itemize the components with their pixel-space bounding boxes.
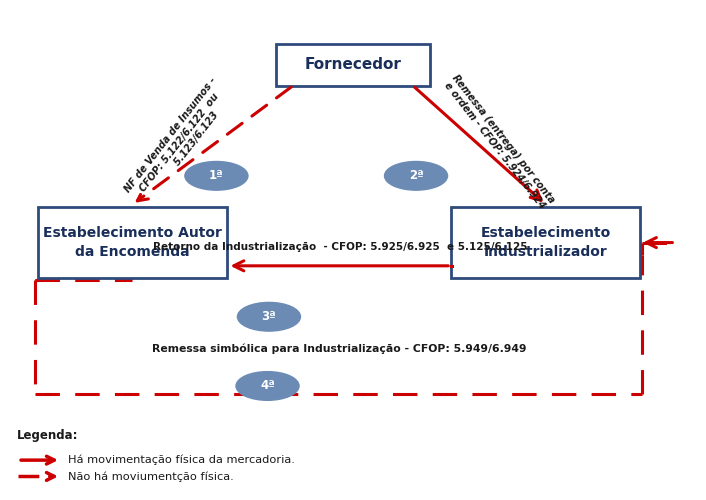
Ellipse shape (237, 302, 301, 331)
Text: 4ª: 4ª (260, 380, 275, 392)
Text: Legenda:: Legenda: (17, 429, 78, 442)
Text: Não há moviumentção física.: Não há moviumentção física. (68, 471, 234, 482)
Ellipse shape (385, 162, 448, 190)
Text: Estabelecimento Autor
da Encomenda: Estabelecimento Autor da Encomenda (43, 226, 222, 260)
Text: Há movimentação física da mercadoria.: Há movimentação física da mercadoria. (68, 455, 295, 466)
FancyBboxPatch shape (38, 206, 227, 279)
Text: 3ª: 3ª (261, 310, 276, 324)
Text: Fornecedor: Fornecedor (304, 57, 402, 72)
Text: 2ª: 2ª (409, 170, 424, 182)
Ellipse shape (185, 162, 248, 190)
Text: Retorno da Industrialização  - CFOP: 5.925/6.925  e 5.125/6.125: Retorno da Industrialização - CFOP: 5.92… (153, 242, 527, 252)
FancyBboxPatch shape (276, 44, 430, 86)
Text: 1ª: 1ª (209, 170, 224, 182)
Text: Estabelecimento
Industrializador: Estabelecimento Industrializador (481, 226, 611, 260)
Text: Remessa simbólica para Industrialização - CFOP: 5.949/6.949: Remessa simbólica para Industrialização … (152, 344, 526, 354)
Text: Remessa (entrega) por conta
e ordem - CFOP: 5.924/6.924: Remessa (entrega) por conta e ordem - CF… (441, 72, 556, 212)
Text: NF de Venda de Insumos -
CFOP: 5.122/6.122  ou
        5.123/6.123: NF de Venda de Insumos - CFOP: 5.122/6.1… (122, 76, 237, 208)
Ellipse shape (236, 372, 299, 400)
FancyBboxPatch shape (451, 206, 640, 279)
